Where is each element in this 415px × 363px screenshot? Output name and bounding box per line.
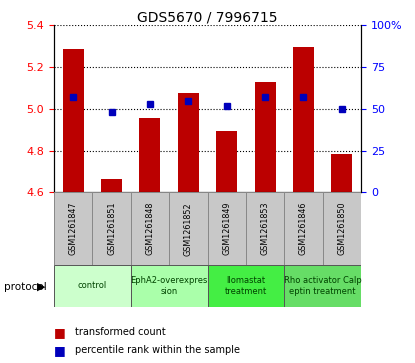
Bar <box>139 118 161 192</box>
Text: GSM1261848: GSM1261848 <box>145 202 154 256</box>
Bar <box>284 192 323 265</box>
Text: GSM1261852: GSM1261852 <box>184 202 193 256</box>
Bar <box>293 47 314 192</box>
Text: GSM1261851: GSM1261851 <box>107 202 116 256</box>
Text: control: control <box>78 281 107 290</box>
Text: GSM1261849: GSM1261849 <box>222 202 231 256</box>
Bar <box>216 131 237 192</box>
Bar <box>208 265 284 307</box>
Bar <box>101 179 122 192</box>
Bar <box>93 192 131 265</box>
Bar <box>54 265 131 307</box>
Bar <box>131 192 169 265</box>
Text: GSM1261847: GSM1261847 <box>68 202 78 256</box>
Bar <box>284 265 361 307</box>
Text: GSM1261846: GSM1261846 <box>299 202 308 256</box>
Text: EphA2-overexpres
sion: EphA2-overexpres sion <box>130 276 208 295</box>
Bar <box>254 82 276 192</box>
Bar <box>246 192 284 265</box>
Bar <box>178 93 199 192</box>
Bar <box>63 49 84 192</box>
Text: ▶: ▶ <box>37 282 46 292</box>
Title: GDS5670 / 7996715: GDS5670 / 7996715 <box>137 10 278 24</box>
Bar <box>169 192 208 265</box>
Bar <box>54 192 92 265</box>
Text: transformed count: transformed count <box>75 327 166 337</box>
Text: Rho activator Calp
eptin treatment: Rho activator Calp eptin treatment <box>284 276 361 295</box>
Text: ■: ■ <box>54 326 66 339</box>
Bar <box>323 192 361 265</box>
Bar <box>208 192 246 265</box>
Bar <box>131 265 208 307</box>
Text: GSM1261853: GSM1261853 <box>261 202 270 256</box>
Text: protocol: protocol <box>4 282 47 292</box>
Bar <box>331 154 352 192</box>
Text: GSM1261850: GSM1261850 <box>337 202 347 256</box>
Text: llomastat
treatment: llomastat treatment <box>225 276 267 295</box>
Text: percentile rank within the sample: percentile rank within the sample <box>75 345 240 355</box>
Text: ■: ■ <box>54 344 66 357</box>
